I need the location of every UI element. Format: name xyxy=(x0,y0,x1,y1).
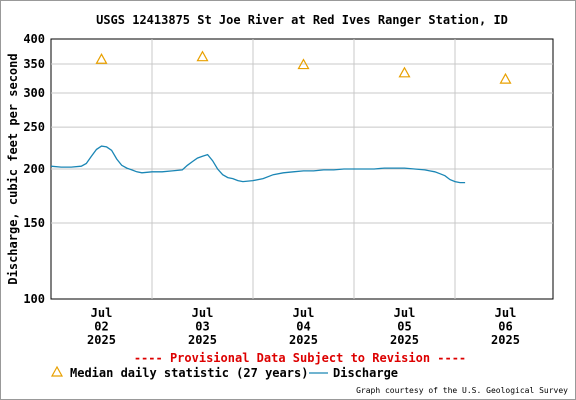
legend-median-marker xyxy=(50,365,64,377)
x-tick-label: Jul xyxy=(394,306,416,320)
x-tick-label: Jul xyxy=(91,306,113,320)
x-tick-label: 02 xyxy=(94,320,108,334)
median-marker xyxy=(196,50,209,62)
x-tick-label: 03 xyxy=(195,320,209,334)
x-tick-label: 05 xyxy=(397,320,411,334)
y-tick-label: 100 xyxy=(23,292,45,306)
data-series xyxy=(50,50,512,184)
x-tick-label: Jul xyxy=(495,306,517,320)
y-tick-labels: 100 150 200 250 300 350 400 xyxy=(23,32,45,306)
x-tick-label: Jul xyxy=(192,306,214,320)
y-tick-label: 150 xyxy=(23,216,45,230)
y-tick-label: 250 xyxy=(23,120,45,134)
x-tick-label: 06 xyxy=(498,320,512,334)
y-tick-label: 400 xyxy=(23,32,45,46)
legend-median-label: Median daily statistic (27 years) xyxy=(70,366,308,380)
legend-discharge-label: Discharge xyxy=(333,366,398,380)
provisional-note: ---- Provisional Data Subject to Revisio… xyxy=(134,351,466,365)
y-tick-label: 200 xyxy=(23,162,45,176)
median-marker xyxy=(398,66,411,78)
x-tick-label: 2025 xyxy=(87,333,116,347)
y-tick-label: 300 xyxy=(23,86,45,100)
discharge-line xyxy=(50,145,466,184)
median-marker xyxy=(499,72,512,84)
grid-lines xyxy=(51,39,553,299)
median-marker xyxy=(297,58,310,70)
y-tick-label: 350 xyxy=(23,57,45,71)
legend: Median daily statistic (27 years) Discha… xyxy=(50,365,398,380)
y-axis-label: Discharge, cubic feet per second xyxy=(6,53,20,284)
x-tick-label: 2025 xyxy=(390,333,419,347)
x-tick-label: 2025 xyxy=(188,333,217,347)
credit-text: Graph courtesy of the U.S. Geological Su… xyxy=(356,386,568,395)
x-tick-label: 2025 xyxy=(491,333,520,347)
x-tick-label: 2025 xyxy=(289,333,318,347)
x-tick-labels: Jul022025Jul032025Jul042025Jul052025Jul0… xyxy=(87,306,520,347)
x-tick-label: Jul xyxy=(293,306,315,320)
chart-title: USGS 12413875 St Joe River at Red Ives R… xyxy=(96,13,508,27)
x-tick-label: 04 xyxy=(296,320,310,334)
median-marker xyxy=(95,53,108,64)
